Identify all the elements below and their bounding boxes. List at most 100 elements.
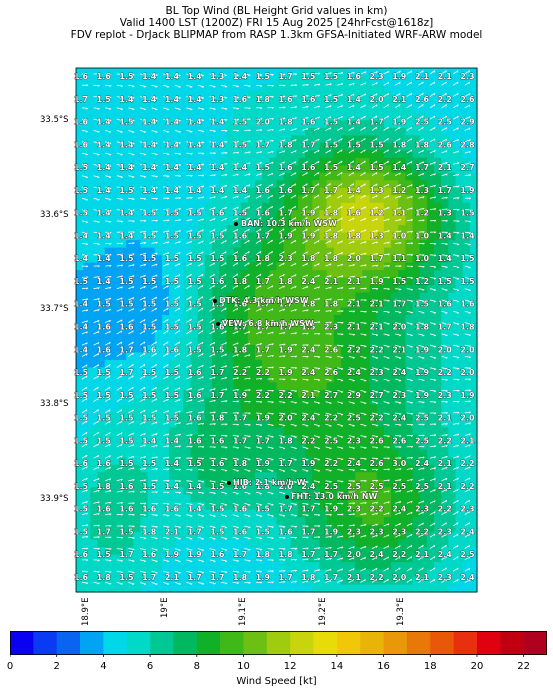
grid-value: 1.4 xyxy=(233,186,248,195)
grid-value: 1.3 xyxy=(415,186,429,195)
wind-arrow xyxy=(255,366,262,369)
wind-arrow xyxy=(290,446,297,449)
wind-arrow xyxy=(116,175,123,178)
wind-arrow xyxy=(105,220,112,223)
grid-value: 2.1 xyxy=(438,163,453,172)
wind-arrow xyxy=(395,490,402,493)
grid-value: 2.5 xyxy=(347,414,362,423)
wind-arrow xyxy=(81,220,88,223)
wind-arrow xyxy=(395,310,402,313)
grid-value: 1.4 xyxy=(210,118,225,127)
grid-value: 1.9 xyxy=(279,345,294,354)
grid-value: 1.9 xyxy=(392,72,407,81)
wind-arrow xyxy=(163,208,170,210)
grid-value: 1.9 xyxy=(279,231,294,240)
wind-arrow xyxy=(464,265,471,268)
grid-value: 1.6 xyxy=(347,209,362,218)
grid-value: 1.1 xyxy=(392,254,407,263)
grid-value: 1.5 xyxy=(74,186,89,195)
wind-arrow xyxy=(105,559,112,561)
grid-value: 1.6 xyxy=(142,345,157,354)
grid-value: 2.1 xyxy=(392,95,407,104)
wind-arrow xyxy=(360,183,366,188)
lat-label-33-7: 33.7°S xyxy=(40,304,69,314)
wind-arrow xyxy=(93,524,100,527)
wind-arrow xyxy=(279,469,286,472)
wind-arrow xyxy=(313,580,320,583)
wind-arrow xyxy=(290,128,297,131)
wind-arrow xyxy=(267,581,274,583)
wind-arrow xyxy=(244,184,251,188)
grid-value: 1.9 xyxy=(392,118,407,127)
wind-arrow xyxy=(337,446,344,449)
wind-arrow xyxy=(278,274,285,278)
wind-arrow xyxy=(186,525,193,528)
wind-arrow xyxy=(371,446,379,448)
wind-arrow xyxy=(383,501,390,504)
wind-arrow xyxy=(406,478,413,482)
wind-arrow xyxy=(429,445,436,448)
wind-arrow xyxy=(337,104,343,109)
wind-arrow xyxy=(128,141,135,144)
wind-arrow xyxy=(452,511,459,516)
wind-arrow xyxy=(81,309,88,312)
grid-value: 2.3 xyxy=(279,254,293,263)
wind-arrow xyxy=(116,152,123,156)
wind-arrow xyxy=(139,231,147,233)
wind-arrow xyxy=(163,582,170,585)
grid-value: 1.8 xyxy=(460,323,475,332)
wind-arrow xyxy=(139,319,146,323)
grid-value: 1.4 xyxy=(438,254,453,263)
wind-arrow xyxy=(337,240,343,244)
wind-arrow xyxy=(197,548,204,551)
wind-arrow xyxy=(186,96,193,99)
wind-arrow xyxy=(360,502,367,504)
wind-arrow xyxy=(267,262,273,267)
grid-value: 1.5 xyxy=(256,505,271,514)
wind-arrow xyxy=(151,263,158,267)
wind-arrow xyxy=(93,364,99,369)
wind-arrow xyxy=(383,218,390,222)
wind-arrow xyxy=(104,352,111,357)
grid-value: 1.5 xyxy=(74,527,89,536)
wind-arrow xyxy=(128,253,135,256)
grid-value: 1.8 xyxy=(256,254,271,263)
wind-arrow xyxy=(209,353,216,357)
wind-arrow xyxy=(336,149,343,154)
wind-arrow xyxy=(105,490,112,493)
grid-value: 1.6 xyxy=(188,414,203,423)
wind-arrow xyxy=(429,184,436,188)
wind-arrow xyxy=(360,333,367,336)
grid-value: 2.7 xyxy=(324,391,338,400)
wind-arrow xyxy=(221,570,228,573)
wind-arrow xyxy=(464,322,471,325)
wind-arrow xyxy=(93,353,99,357)
wind-arrow xyxy=(209,388,216,391)
wind-arrow xyxy=(360,194,366,199)
wind-arrow xyxy=(360,93,366,97)
wind-arrow xyxy=(302,116,309,120)
grid-value: 1.5 xyxy=(74,163,89,172)
wind-arrow xyxy=(93,443,99,448)
wind-arrow xyxy=(418,456,425,459)
wind-arrow xyxy=(290,412,297,415)
wind-arrow xyxy=(162,307,169,312)
grid-value: 1.4 xyxy=(97,277,112,286)
wind-arrow xyxy=(337,263,343,267)
wind-arrow xyxy=(453,288,460,291)
grid-value: 2.3 xyxy=(369,527,383,536)
wind-arrow xyxy=(93,409,99,414)
wind-arrow xyxy=(441,173,448,177)
wind-arrow xyxy=(163,410,169,414)
wind-arrow xyxy=(105,330,111,335)
wind-arrow xyxy=(186,107,193,110)
wind-arrow xyxy=(302,239,308,244)
wind-arrow xyxy=(151,398,158,403)
wind-arrow xyxy=(383,241,390,244)
wind-arrow xyxy=(151,548,158,551)
grid-value: 1.4 xyxy=(188,482,203,491)
wind-arrow xyxy=(429,322,436,325)
wind-arrow xyxy=(244,206,250,210)
wind-arrow xyxy=(383,523,390,527)
grid-value: 2.3 xyxy=(438,527,452,536)
